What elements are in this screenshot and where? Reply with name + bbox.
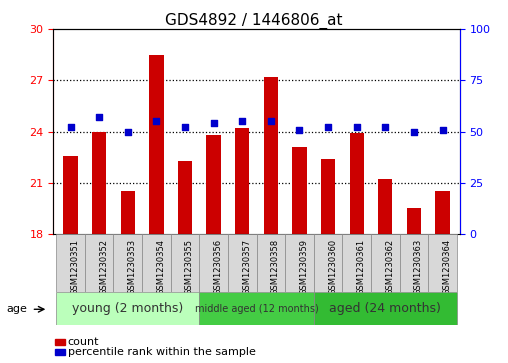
Point (324, 125, 332, 130)
Bar (199, 292, 314, 325)
Text: GDS4892 / 1446806_at: GDS4892 / 1446806_at (165, 13, 343, 29)
Bar (199, 234, 228, 292)
Text: GSM1230360: GSM1230360 (328, 239, 337, 295)
Text: count: count (68, 337, 99, 347)
Text: GSM1230358: GSM1230358 (271, 239, 280, 295)
Bar (435, 191, 450, 234)
Bar (92, 132, 106, 234)
Text: GSM1230357: GSM1230357 (242, 239, 251, 295)
Point (410, 129, 418, 135)
Point (181, 125, 189, 130)
Text: GSM1230363: GSM1230363 (414, 239, 423, 295)
Bar (64, 155, 78, 234)
Bar (228, 234, 257, 292)
Point (353, 125, 361, 130)
Text: percentile rank within the sample: percentile rank within the sample (68, 347, 256, 357)
Text: aged (24 months): aged (24 months) (329, 302, 441, 315)
Text: GSM1230354: GSM1230354 (156, 239, 166, 295)
Text: GSM1230359: GSM1230359 (300, 239, 308, 295)
Point (209, 121, 217, 126)
Bar (206, 135, 221, 234)
Bar (350, 133, 364, 234)
Point (267, 118, 275, 124)
Bar (285, 234, 314, 292)
Text: GSM1230356: GSM1230356 (213, 239, 223, 295)
Bar (264, 77, 278, 234)
Bar (171, 234, 199, 292)
Point (67, 125, 75, 130)
Bar (178, 161, 192, 234)
Point (296, 127, 304, 132)
Bar (257, 234, 285, 292)
Bar (85, 234, 113, 292)
Bar (407, 208, 421, 234)
Text: age: age (6, 304, 27, 314)
Text: middle aged (12 months): middle aged (12 months) (195, 303, 319, 314)
Bar (120, 191, 135, 234)
Bar (56, 292, 199, 325)
Text: GSM1230352: GSM1230352 (99, 239, 108, 295)
Bar (371, 234, 400, 292)
Point (123, 129, 132, 135)
Bar (235, 128, 249, 234)
Text: young (2 months): young (2 months) (72, 302, 183, 315)
Point (438, 127, 447, 132)
Bar (428, 234, 457, 292)
Bar (113, 234, 142, 292)
Bar (149, 55, 164, 234)
Bar (314, 292, 457, 325)
Point (382, 125, 390, 130)
Bar (342, 234, 371, 292)
Text: GSM1230353: GSM1230353 (128, 239, 137, 295)
Bar (400, 234, 428, 292)
Point (152, 118, 161, 124)
Bar (378, 179, 393, 234)
Text: GSM1230351: GSM1230351 (71, 239, 80, 295)
Point (238, 118, 246, 124)
Point (95, 114, 103, 120)
Bar (292, 147, 307, 234)
Bar (321, 159, 335, 234)
Bar (142, 234, 171, 292)
Text: GSM1230355: GSM1230355 (185, 239, 194, 295)
Bar (56, 234, 85, 292)
Text: GSM1230361: GSM1230361 (357, 239, 366, 295)
Text: GSM1230364: GSM1230364 (442, 239, 452, 295)
Text: GSM1230362: GSM1230362 (386, 239, 394, 295)
Bar (314, 234, 342, 292)
